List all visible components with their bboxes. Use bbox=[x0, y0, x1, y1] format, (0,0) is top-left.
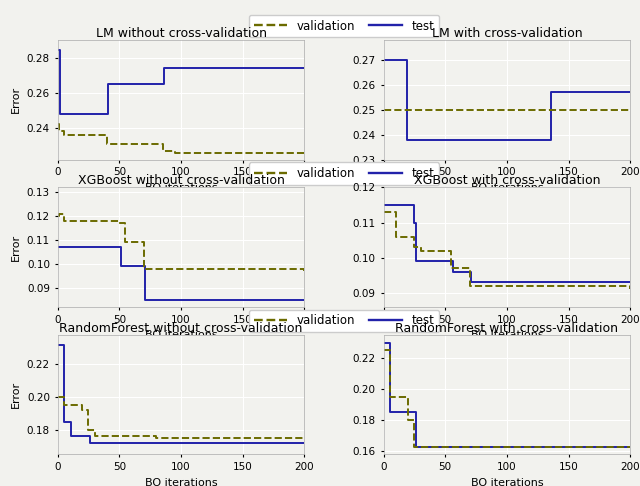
Y-axis label: Error: Error bbox=[12, 234, 21, 260]
Title: RandomForest without cross-validation: RandomForest without cross-validation bbox=[60, 322, 303, 335]
Legend: validation, test: validation, test bbox=[249, 310, 439, 332]
X-axis label: BO iterations: BO iterations bbox=[145, 330, 218, 340]
X-axis label: BO iterations: BO iterations bbox=[145, 183, 218, 193]
Y-axis label: Error: Error bbox=[12, 381, 21, 408]
Legend: validation, test: validation, test bbox=[249, 15, 439, 37]
X-axis label: BO iterations: BO iterations bbox=[470, 183, 543, 193]
X-axis label: BO iterations: BO iterations bbox=[470, 330, 543, 340]
Title: RandomForest with cross-validation: RandomForest with cross-validation bbox=[396, 322, 618, 335]
X-axis label: BO iterations: BO iterations bbox=[145, 478, 218, 486]
Title: XGBoost without cross-validation: XGBoost without cross-validation bbox=[77, 174, 285, 187]
Title: LM with cross-validation: LM with cross-validation bbox=[431, 27, 582, 40]
Title: LM without cross-validation: LM without cross-validation bbox=[95, 27, 266, 40]
X-axis label: BO iterations: BO iterations bbox=[470, 478, 543, 486]
Title: XGBoost with cross-validation: XGBoost with cross-validation bbox=[413, 174, 600, 187]
Y-axis label: Error: Error bbox=[12, 86, 21, 113]
Legend: validation, test: validation, test bbox=[249, 162, 439, 185]
